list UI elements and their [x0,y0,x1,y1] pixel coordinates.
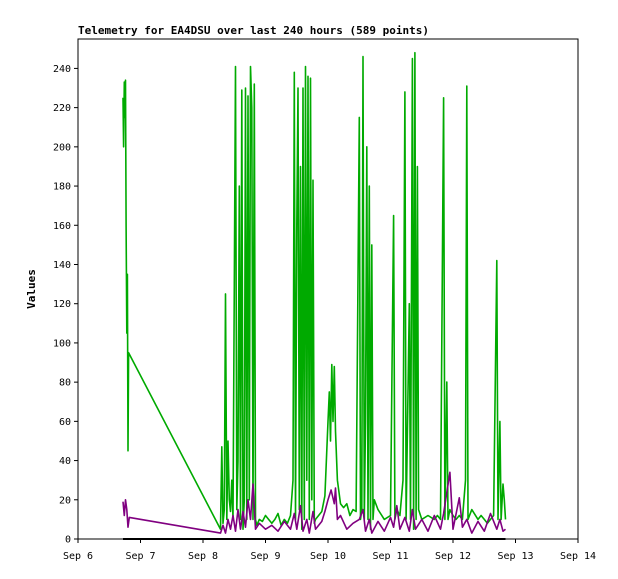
series-layer [122,51,507,540]
y-tick-label: 160 [53,221,71,232]
y-tick-label: 80 [59,378,71,389]
y-tick-label: 120 [53,299,71,310]
x-tick-label: Sep 13 [497,551,533,562]
y-tick-label: 20 [59,495,71,506]
y-tick-label: 180 [53,182,71,193]
y-tick-label: 60 [59,417,71,428]
y-tick-label: 100 [53,338,71,349]
y-tick-label: 200 [53,142,71,153]
x-tick-label: Sep 8 [188,551,218,562]
x-tick-label: Sep 11 [372,551,408,562]
y-tick-label: 140 [53,260,71,271]
x-tick-label: Sep 10 [310,551,346,562]
x-tick-label: Sep 9 [250,551,280,562]
x-tick-label: Sep 7 [125,551,155,562]
y-tick-label: 220 [53,103,71,114]
y-tick-label: 240 [53,64,71,75]
series-line-2 [122,471,506,534]
y-tick-label: 0 [65,535,71,546]
plot-area-frame [77,38,579,540]
y-tick-label: 40 [59,456,71,467]
x-tick-label: Sep 14 [560,551,596,562]
series-line-1 [122,51,507,530]
x-axis: Sep 6 Sep 7 Sep 8 Sep 9 Sep 10 Sep 11 Sep 12 Se… [63,539,596,562]
y-axis-label: Values [25,269,38,309]
y-axis: 0 20 40 60 80 100 120 140 160 180 200 220 240 [53,64,78,546]
chart-title: Telemetry for EA4DSU over last 240 hours… [78,24,429,37]
x-tick-label: Sep 12 [435,551,471,562]
x-tick-label: Sep 6 [63,551,93,562]
